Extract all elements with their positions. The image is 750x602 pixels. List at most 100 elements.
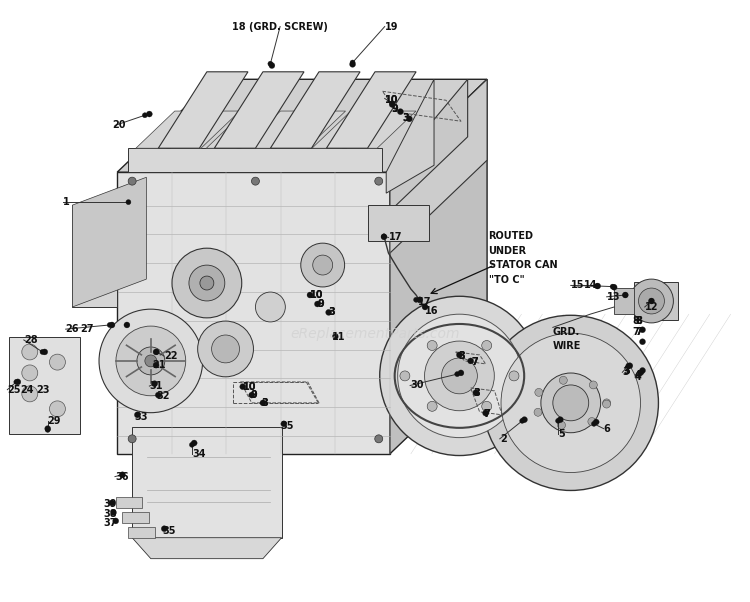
- Circle shape: [128, 435, 136, 443]
- Circle shape: [134, 412, 140, 418]
- Circle shape: [638, 370, 644, 376]
- Circle shape: [473, 389, 478, 396]
- Circle shape: [483, 315, 658, 491]
- Circle shape: [190, 442, 194, 447]
- Text: 7: 7: [635, 327, 642, 337]
- Circle shape: [301, 243, 344, 287]
- Polygon shape: [158, 72, 248, 148]
- Circle shape: [553, 385, 589, 421]
- Text: 23: 23: [36, 385, 50, 395]
- Circle shape: [42, 349, 48, 355]
- Circle shape: [128, 177, 136, 185]
- Circle shape: [501, 333, 640, 473]
- Circle shape: [326, 309, 332, 315]
- Polygon shape: [390, 79, 487, 253]
- Text: 3: 3: [328, 308, 334, 317]
- Circle shape: [400, 371, 410, 381]
- Text: 3: 3: [262, 399, 268, 409]
- Polygon shape: [347, 111, 416, 148]
- Circle shape: [557, 417, 563, 423]
- Text: 6: 6: [604, 424, 610, 433]
- Text: 10: 10: [385, 95, 398, 105]
- Circle shape: [590, 381, 597, 389]
- Circle shape: [381, 234, 387, 240]
- Polygon shape: [132, 538, 281, 559]
- Circle shape: [442, 358, 477, 394]
- Circle shape: [110, 509, 116, 515]
- Polygon shape: [206, 111, 275, 148]
- Circle shape: [172, 248, 242, 318]
- Text: 39: 39: [104, 499, 117, 509]
- Polygon shape: [171, 111, 240, 148]
- Circle shape: [541, 373, 601, 433]
- Polygon shape: [390, 79, 487, 454]
- Circle shape: [307, 292, 313, 298]
- Polygon shape: [116, 497, 142, 507]
- Circle shape: [124, 322, 130, 328]
- Circle shape: [413, 297, 419, 302]
- Text: 3: 3: [474, 388, 481, 399]
- Circle shape: [280, 421, 286, 427]
- Circle shape: [146, 111, 152, 117]
- Circle shape: [120, 473, 125, 477]
- Polygon shape: [277, 111, 346, 148]
- Circle shape: [509, 371, 519, 381]
- Text: ROUTED
UNDER
STATOR CAN
"TO C": ROUTED UNDER STATOR CAN "TO C": [488, 231, 557, 285]
- Text: 3: 3: [458, 351, 465, 361]
- Circle shape: [211, 335, 239, 363]
- Circle shape: [40, 349, 45, 355]
- Circle shape: [13, 379, 19, 385]
- Text: 3: 3: [402, 113, 409, 123]
- Text: 34: 34: [192, 449, 206, 459]
- Circle shape: [256, 292, 285, 322]
- Polygon shape: [390, 79, 468, 211]
- Text: 9: 9: [392, 104, 398, 114]
- Circle shape: [640, 368, 646, 373]
- Circle shape: [382, 234, 386, 239]
- Circle shape: [593, 419, 599, 425]
- Circle shape: [145, 355, 157, 367]
- Circle shape: [116, 326, 186, 396]
- Circle shape: [398, 108, 404, 114]
- Text: 28: 28: [24, 335, 38, 345]
- Circle shape: [45, 426, 51, 432]
- Circle shape: [332, 334, 338, 340]
- Text: 3: 3: [622, 367, 629, 377]
- Circle shape: [640, 327, 646, 333]
- Polygon shape: [72, 205, 117, 307]
- Text: eReplacementParts.com: eReplacementParts.com: [290, 327, 460, 341]
- Circle shape: [556, 418, 560, 423]
- Circle shape: [482, 402, 492, 411]
- Text: 35: 35: [162, 526, 176, 536]
- Text: 9: 9: [392, 104, 398, 114]
- Text: 3: 3: [402, 113, 409, 123]
- Circle shape: [251, 177, 260, 185]
- Circle shape: [640, 339, 646, 345]
- Text: 20: 20: [112, 120, 125, 131]
- Circle shape: [454, 371, 460, 377]
- Polygon shape: [312, 111, 381, 148]
- Text: 35: 35: [280, 421, 294, 430]
- Text: 8: 8: [633, 316, 640, 326]
- Circle shape: [22, 344, 38, 360]
- Circle shape: [611, 284, 617, 290]
- Circle shape: [314, 301, 320, 307]
- Circle shape: [240, 383, 246, 389]
- Circle shape: [622, 292, 628, 298]
- Text: 24: 24: [20, 385, 34, 395]
- Circle shape: [191, 440, 197, 446]
- Circle shape: [268, 61, 273, 66]
- Circle shape: [107, 323, 112, 327]
- Circle shape: [109, 500, 115, 506]
- Circle shape: [649, 299, 654, 303]
- Text: 4: 4: [635, 370, 642, 380]
- Polygon shape: [117, 79, 487, 172]
- Circle shape: [269, 63, 274, 69]
- Circle shape: [126, 200, 131, 205]
- Text: 9: 9: [251, 390, 257, 400]
- Text: 10: 10: [243, 382, 256, 392]
- Text: 21: 21: [152, 360, 166, 370]
- Circle shape: [520, 418, 525, 423]
- Circle shape: [22, 365, 38, 381]
- Circle shape: [200, 276, 214, 290]
